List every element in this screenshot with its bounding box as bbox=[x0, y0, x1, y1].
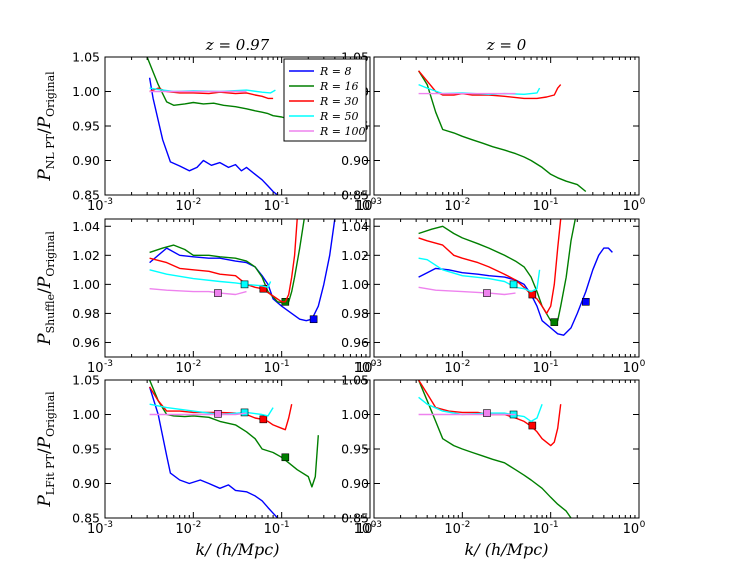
series-marker-r-50 bbox=[240, 280, 249, 289]
series-marker-r-50 bbox=[509, 280, 518, 289]
series-line-r-50 bbox=[149, 269, 272, 288]
y-tick-label: 0.95 bbox=[72, 442, 100, 457]
y-tick-label: 1.00 bbox=[341, 277, 369, 292]
column-title: z = 0 bbox=[486, 36, 527, 54]
y-tick-label: 0.85 bbox=[72, 188, 100, 203]
y-axis-label: PNL PT/POriginal bbox=[35, 71, 57, 182]
series-line-r-50 bbox=[418, 257, 541, 293]
y-tick-label: 0.90 bbox=[341, 476, 369, 491]
legend: R = 8 R = 16 R = 30 R = 50 R = 100 bbox=[283, 58, 367, 142]
series-line-r-50 bbox=[418, 83, 541, 95]
series-marker-r-8 bbox=[582, 297, 590, 306]
series-line-r-8 bbox=[149, 219, 336, 322]
y-tick-label: 0.96 bbox=[341, 335, 369, 350]
y-tick-label: 0.95 bbox=[72, 119, 100, 134]
series-line-r-30 bbox=[149, 386, 293, 431]
y-tick-label: 0.85 bbox=[341, 511, 369, 526]
series-line-r-16 bbox=[146, 57, 295, 122]
series-line-r-30 bbox=[149, 219, 298, 303]
y-tick-label: 0.98 bbox=[72, 306, 100, 321]
y-tick-label: 0.90 bbox=[72, 476, 100, 491]
series-line-r-8 bbox=[418, 247, 613, 336]
series-line-r-16 bbox=[418, 219, 576, 325]
x-axis-label: k/ (h/Mpc) bbox=[196, 540, 280, 559]
y-tick-label: 0.98 bbox=[341, 306, 369, 321]
y-tick-label: 0.85 bbox=[72, 511, 100, 526]
series-line-r-100 bbox=[418, 286, 516, 296]
column-title: z = 0.97 bbox=[205, 36, 270, 54]
y-tick-label: 0.90 bbox=[341, 153, 369, 168]
y-tick-label: 1.00 bbox=[72, 407, 100, 422]
series-line-r-8 bbox=[148, 77, 279, 195]
series-marker-r-100 bbox=[214, 410, 222, 418]
x-axis-label: k/ (h/Mpc) bbox=[465, 540, 549, 559]
y-tick-label: 1.04 bbox=[341, 219, 369, 234]
series-line-r-50 bbox=[149, 403, 274, 417]
legend-label-r-100: R = 100 bbox=[319, 125, 366, 138]
y-tick-label: 0.85 bbox=[341, 188, 369, 203]
y-tick-label: 1.05 bbox=[72, 373, 100, 388]
y-tick-label: 1.05 bbox=[341, 373, 369, 388]
series-line-r-16 bbox=[149, 219, 305, 304]
y-tick-label: 1.05 bbox=[72, 50, 100, 65]
series-marker-r-30 bbox=[259, 284, 268, 293]
series-line-r-16 bbox=[418, 70, 587, 193]
series-line-r-100 bbox=[149, 288, 247, 296]
series-marker-r-8 bbox=[309, 315, 318, 324]
series-marker-r-30 bbox=[259, 415, 268, 424]
y-axis-label: PLFit PT/POriginal bbox=[35, 391, 57, 508]
axes-frame bbox=[104, 218, 371, 358]
series-line-r-16 bbox=[148, 380, 319, 488]
y-axis-label: PShuffle/POriginal bbox=[35, 231, 57, 346]
y-tick-label: 1.00 bbox=[72, 277, 100, 292]
series-line-r-16 bbox=[417, 380, 572, 518]
series-line-r-100 bbox=[149, 412, 247, 416]
series-line-r-8 bbox=[148, 386, 279, 518]
series-marker-r-30 bbox=[528, 421, 537, 430]
y-tick-label: 1.00 bbox=[72, 84, 100, 99]
series-marker-r-16 bbox=[281, 453, 290, 462]
legend-label-r-8: R = 8 bbox=[319, 65, 352, 78]
legend-box bbox=[283, 58, 367, 142]
series-marker-r-16 bbox=[550, 318, 559, 326]
series-line-r-50 bbox=[418, 396, 543, 423]
y-tick-label: 0.90 bbox=[72, 153, 100, 168]
y-tick-label: 1.00 bbox=[341, 407, 369, 422]
series-line-r-30 bbox=[418, 219, 562, 315]
y-tick-label: 1.04 bbox=[72, 219, 100, 234]
series-marker-r-50 bbox=[240, 408, 249, 417]
y-tick-label: 0.95 bbox=[341, 442, 369, 457]
series-marker-r-100 bbox=[214, 289, 222, 297]
legend-label-r-30: R = 30 bbox=[319, 95, 359, 108]
series-marker-r-100 bbox=[483, 409, 491, 417]
axes-frame bbox=[373, 218, 640, 358]
series-marker-r-100 bbox=[483, 289, 491, 297]
series-marker-r-30 bbox=[528, 290, 537, 299]
legend-label-r-16: R = 16 bbox=[319, 80, 359, 93]
y-tick-label: 1.02 bbox=[72, 248, 100, 263]
legend-label-r-50: R = 50 bbox=[319, 110, 359, 123]
y-tick-label: 1.02 bbox=[341, 248, 369, 263]
y-tick-label: 0.96 bbox=[72, 335, 100, 350]
